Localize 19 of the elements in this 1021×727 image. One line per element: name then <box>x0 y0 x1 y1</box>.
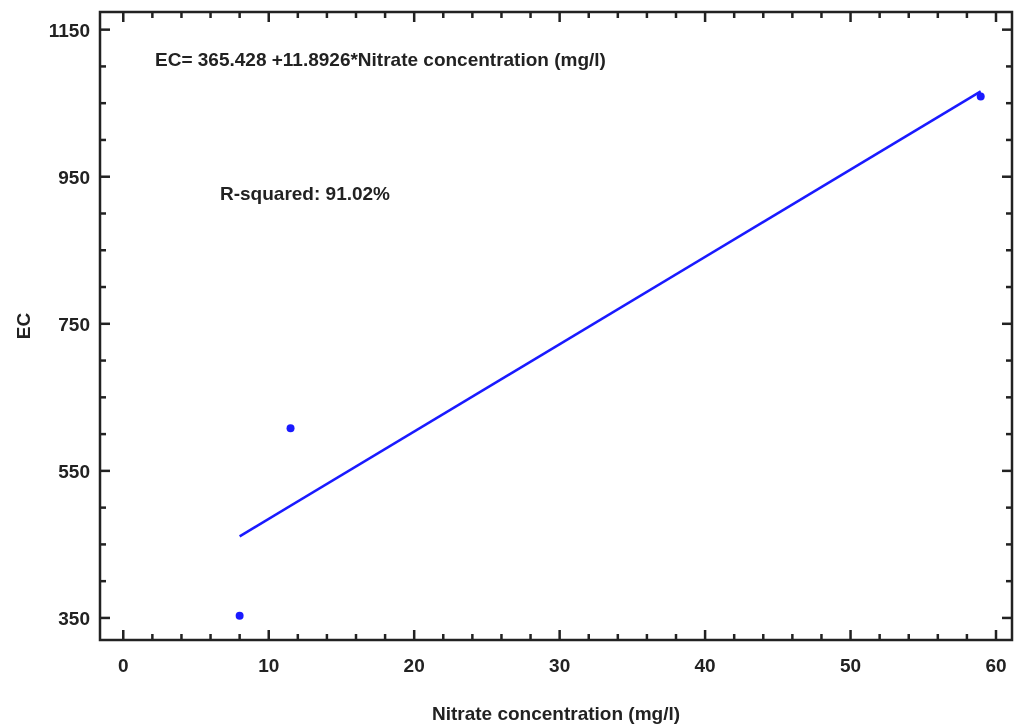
point <box>286 424 295 433</box>
y-tick-label: 1150 <box>48 19 90 41</box>
x-tick-label: 40 <box>694 655 716 676</box>
x-tick-label: 60 <box>985 655 1007 676</box>
annotation: EC= 365.428 +11.8926*Nitrate concentration (mg/l) <box>155 49 606 70</box>
x-tick-label: 20 <box>403 655 425 676</box>
annotation: R-squared: 91.02% <box>220 183 391 204</box>
y-axis-title: EC <box>13 312 34 340</box>
y-tick-label: 550 <box>58 460 90 482</box>
x-tick-label: 0 <box>117 655 129 676</box>
point <box>235 611 244 620</box>
x-tick-label: 50 <box>839 655 862 676</box>
x-axis-title: Nitrate concentration (mg/l) <box>431 703 681 724</box>
y-tick-label: 750 <box>58 313 90 335</box>
y-tick-label: 350 <box>58 607 90 629</box>
y-tick-label: 950 <box>58 166 90 188</box>
point <box>976 92 985 101</box>
x-tick-label: 10 <box>258 655 280 676</box>
x-tick-label: 30 <box>549 655 571 676</box>
